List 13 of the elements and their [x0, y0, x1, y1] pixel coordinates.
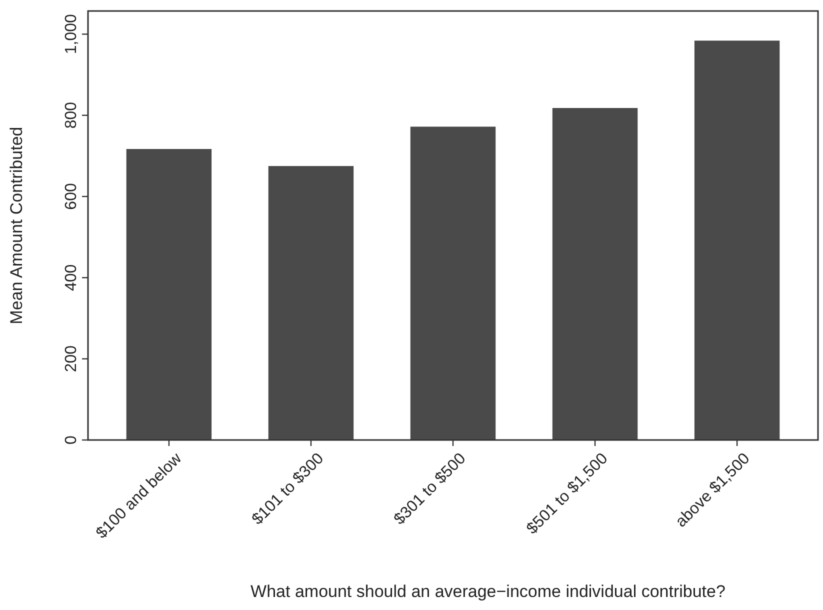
y-tick-label: 600: [63, 183, 80, 210]
bar: [694, 40, 780, 440]
bar: [126, 148, 212, 440]
x-axis-title: What amount should an average−income individual contribute?: [250, 582, 726, 601]
y-tick-label: 200: [63, 345, 80, 372]
y-axis-title: Mean Amount Contributed: [7, 126, 26, 324]
bar: [268, 166, 354, 440]
y-tick-label: 400: [63, 264, 80, 292]
bar: [410, 126, 496, 440]
y-tick-label: 0: [63, 435, 80, 444]
bar: [552, 108, 638, 440]
y-tick-label: 1,000: [63, 14, 80, 54]
y-tick-label: 800: [63, 102, 80, 129]
